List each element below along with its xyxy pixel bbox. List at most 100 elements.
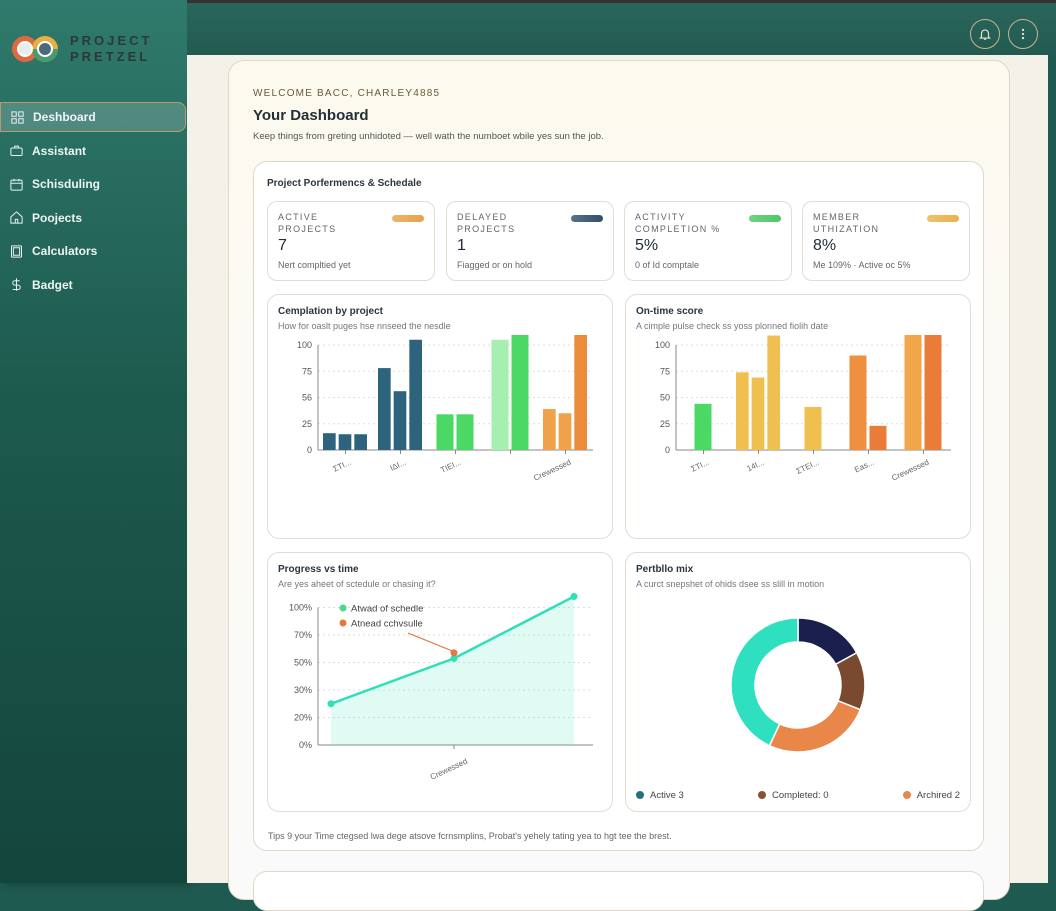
sidebar-item-badget[interactable]: Badget [0,270,187,300]
sidebar: PROJECT PRETZEL Deshboard Assistant Schisdu… [0,0,187,883]
pretzel-logo-icon [12,36,58,62]
legend-item[interactable]: Completed: 0 [757,790,829,801]
bar[interactable] [409,339,422,450]
chart-subtitle: Are yes aheet of sctedule or chasing it? [278,579,436,589]
x-tick-label: ΣΤΙ... [332,458,353,474]
more-options-button[interactable] [1008,19,1038,49]
stat-value: 8% [813,237,837,254]
annotation-line [407,632,453,652]
bar[interactable] [543,409,556,450]
page-title: Your Dashboard [253,107,369,124]
notifications-button[interactable] [970,19,1000,49]
welcome-text: WELCOME BACC, CHARLEY4885 [253,88,441,99]
annotation-point[interactable] [450,649,458,657]
x-tick-label: Crewessed [429,757,469,782]
x-tick-label: ΤΙΕΙ... [439,458,462,475]
legend-dot [339,619,347,627]
chart-legend: Active 3 Completed: 0 Archired 2 [636,790,960,801]
stat-value: 7 [278,237,287,254]
chart-card-bar: On-time score A cimple pulse check ss yos… [625,294,971,539]
bar[interactable] [804,406,822,450]
stat-card-member-uthization: MEMBER UTHIZATION 8% Me 109% · Active oc 5… [802,201,970,281]
stat-note: Fiagged or on hold [457,260,533,270]
chart-subtitle: A curct snepshet of ohids dsee ss slill … [636,579,825,589]
sidebar-item-schisduling[interactable]: Schisduling [0,169,187,199]
legend-label: Completed: 0 [771,790,829,801]
bar[interactable] [456,414,474,450]
bar[interactable] [511,335,529,450]
chart-subtitle: A cimple pulse check ss yoss plonned fio… [636,321,829,331]
legend-dot [339,604,347,612]
sidebar-item-assistant[interactable]: Assistant [0,136,187,166]
footer-tip: Tips 9 your Time ctegsed lwa dege atsove… [268,831,672,841]
legend-item[interactable]: Archired 2 [902,790,960,801]
y-tick-label: 50 [660,393,670,403]
stat-indicator [571,215,603,222]
bar[interactable] [924,335,942,450]
y-tick-label: 20% [294,713,312,723]
legend-item[interactable]: Active 3 [636,790,684,801]
bar[interactable] [849,355,867,451]
data-point[interactable] [327,700,335,708]
y-tick-label: 25 [302,419,312,429]
legend-label: Atwad of schedle [351,604,423,615]
sidebar-item-label: Calculators [32,244,98,258]
bar[interactable] [869,425,887,450]
page-subtitle: Keep things from greting unhidoted — wel… [253,131,604,142]
bar[interactable] [338,434,352,450]
bar[interactable] [694,403,712,450]
bell-icon [978,29,992,40]
logo[interactable]: PROJECT PRETZEL [10,32,152,66]
calendar-icon [10,178,23,191]
y-tick-label: 56 [302,393,312,403]
chart-svg: 0 25 56 75 100 ΣΤΙ... ΙΔΙ... ΤΙΕΙ... Crewessed [297,335,593,483]
bar[interactable] [436,414,454,450]
dashboard-panel: WELCOME BACC, CHARLEY4885 Your Dashboard… [228,60,1010,911]
bar[interactable] [491,339,509,450]
x-tick-label: ΣΤΕΙ... [795,458,821,476]
chart-title: On-time score [636,306,704,317]
sidebar-item-deshboard[interactable]: Deshboard [0,102,186,132]
data-point[interactable] [570,593,578,600]
y-tick-label: 50% [294,658,312,668]
bar[interactable] [574,335,587,450]
y-tick-label: 100 [297,340,312,350]
x-tick-label: Eas... [853,458,875,475]
stat-card-delayed-projects: DELAYED PROJECTS 1 Fiagged or on hold [446,201,614,281]
sidebar-item-label: Deshboard [33,110,96,124]
x-tick-label: Crewessed [890,458,930,483]
bar[interactable] [736,372,749,450]
x-tick-label: 14Ι... [745,458,765,474]
bar[interactable] [751,377,765,450]
stat-indicator [749,215,781,222]
x-tick-label: Crewessed [532,458,572,483]
performance-section: Project Porfermencs & Schedale Tips 9 yo… [253,161,984,851]
sidebar-item-label: Schisduling [32,177,101,191]
y-tick-label: 100 [655,340,670,350]
bar[interactable] [767,335,780,450]
top-bar [187,0,1056,55]
data-point[interactable] [450,654,458,662]
bar[interactable] [393,391,407,450]
y-tick-label: 0% [299,740,312,750]
app-name: PROJECT [70,33,153,48]
stat-note: Me 109% · Active oc 5% [813,260,911,270]
next-section-card [253,871,984,911]
chart-svg [730,617,866,753]
y-tick-label: 30% [294,685,312,695]
donut-slice[interactable] [730,617,799,747]
stat-label: DELAYED PROJECTS [457,212,516,234]
sidebar-item-label: Badget [32,277,73,292]
sidebar-item-label: Poojects [32,210,83,225]
bar[interactable] [354,434,367,450]
sidebar-item-poojects[interactable]: Poojects [0,203,187,233]
area-fill [331,596,574,745]
donut-slice[interactable] [768,699,862,753]
chart-svg: 0% 20% 30% 50% 70% 100% Crewessed Atwad of sche… [289,593,593,782]
bar[interactable] [904,335,922,450]
sidebar-item-calculators[interactable]: Calculators [0,236,187,266]
bar[interactable] [378,368,391,450]
bar[interactable] [558,413,572,450]
main-content: WELCOME BACC, CHARLEY4885 Your Dashboard… [187,55,1048,911]
bar[interactable] [323,433,336,450]
